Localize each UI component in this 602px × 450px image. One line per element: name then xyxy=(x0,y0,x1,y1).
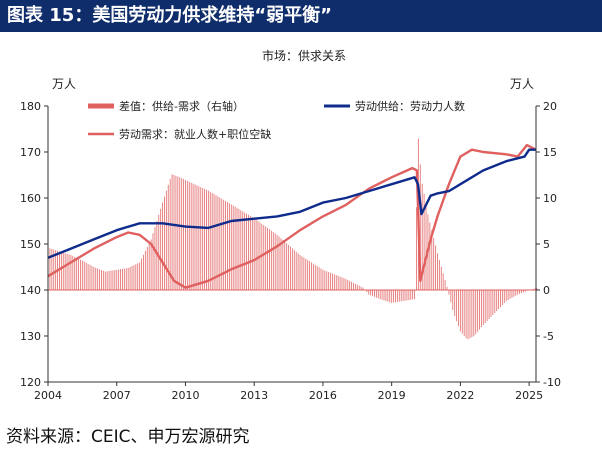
source-note: 资料来源：CEIC、申万宏源研究 xyxy=(6,427,250,447)
y-left-tick-label: 150 xyxy=(20,238,41,251)
axes: 120 130 140 150 160 170 180 -10 -5 0 5 10 15 20 2004 20… xyxy=(20,100,561,402)
title-bar: 图表 15：美国劳动力供求维持“弱平衡” xyxy=(0,0,602,32)
x-tick-label: 2004 xyxy=(34,389,62,402)
y-left-tick-label: 170 xyxy=(20,146,41,159)
x-tick-label: 2013 xyxy=(240,389,268,402)
y-right-tick-label: 15 xyxy=(543,146,557,159)
x-tick-label: 2019 xyxy=(378,389,406,402)
legend-gap-label: 差值：供给-需求（右轴） xyxy=(119,99,244,113)
y-right-tick-label: 10 xyxy=(543,192,557,205)
y-right-tick-label: 20 xyxy=(543,100,557,113)
figure-title: 图表 15：美国劳动力供求维持“弱平衡” xyxy=(7,5,332,26)
x-tick-label: 2025 xyxy=(515,389,543,402)
y-left-tick-label: 160 xyxy=(20,192,41,205)
y-left-tick-label: 140 xyxy=(20,284,41,297)
legend-supply: 劳动供给：劳动力人数 xyxy=(324,99,465,113)
legend-demand-label: 劳动需求：就业人数+职位空缺 xyxy=(119,127,271,141)
y-left-tick-label: 130 xyxy=(20,330,41,343)
legend-demand: 劳动需求：就业人数+职位空缺 xyxy=(88,127,271,141)
legend-supply-label: 劳动供给：劳动力人数 xyxy=(355,99,465,113)
x-tick-label: 2010 xyxy=(171,389,199,402)
y-right-tick-label: 5 xyxy=(543,238,550,251)
gap-bars xyxy=(47,138,538,340)
demand-line xyxy=(47,143,537,289)
x-tick-label: 2016 xyxy=(309,389,337,402)
legend-gap: 差值：供给-需求（右轴） xyxy=(88,99,244,113)
y-left-tick-label: 120 xyxy=(20,376,41,389)
y-right-tick-label: 0 xyxy=(543,284,550,297)
left-axis-unit: 万人 xyxy=(52,77,76,91)
x-tick-label: 2007 xyxy=(103,389,131,402)
y-left-tick-label: 180 xyxy=(20,100,41,113)
chart-subtitle: 市场：供求关系 xyxy=(262,48,346,63)
series-lines xyxy=(47,143,537,289)
right-axis-unit: 万人 xyxy=(510,77,534,91)
y-right-tick-label: -5 xyxy=(543,330,554,343)
y-right-tick-label: -10 xyxy=(543,376,561,389)
supply-line xyxy=(47,148,536,259)
x-tick-label: 2022 xyxy=(446,389,474,402)
chart: 120 130 140 150 160 170 180 -10 -5 0 5 10 15 20 2004 20… xyxy=(20,48,561,402)
